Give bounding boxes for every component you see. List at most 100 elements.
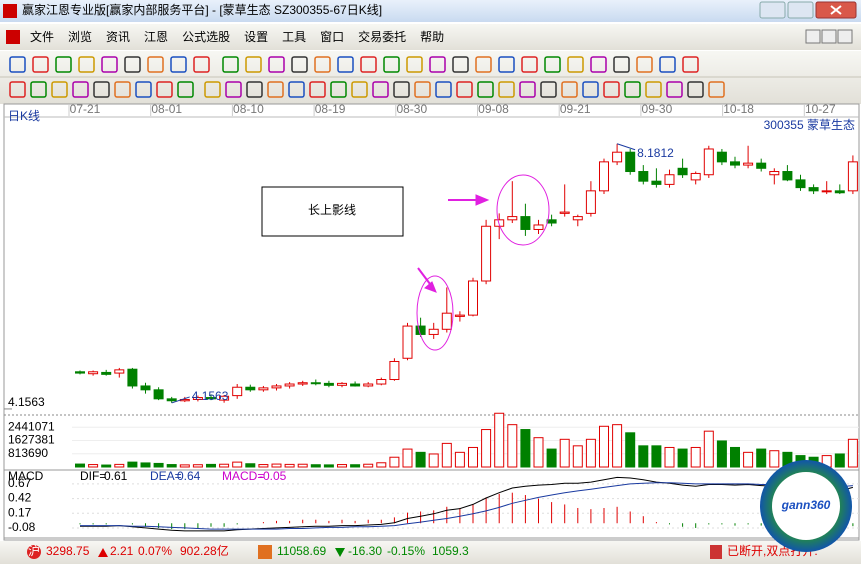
menu-item[interactable]: 设置 (244, 30, 268, 44)
toolbar-button[interactable] (9, 56, 26, 73)
toolbar-button[interactable] (544, 56, 561, 73)
toolbar-button[interactable] (383, 56, 400, 73)
toolbar-button[interactable] (521, 56, 538, 73)
menu-item[interactable]: 帮助 (420, 30, 444, 44)
macd-tick-label: 0.67 (8, 476, 32, 490)
toolbar-button[interactable] (222, 56, 239, 73)
menu-item[interactable]: 窗口 (320, 30, 344, 44)
toolbar-button[interactable] (636, 56, 653, 73)
toolbar-button[interactable] (245, 56, 262, 73)
toolbar-button[interactable] (360, 56, 377, 73)
toolbar-button[interactable] (624, 81, 641, 98)
toolbar-button[interactable] (330, 81, 347, 98)
toolbar-button[interactable] (204, 81, 221, 98)
child-close[interactable] (837, 29, 853, 44)
toolbar-button[interactable] (435, 81, 452, 98)
toolbar-button[interactable] (246, 81, 263, 98)
toolbar-button[interactable] (288, 81, 305, 98)
menu-item[interactable]: 文件 (30, 29, 54, 44)
candle-body (310, 382, 321, 385)
menu-item[interactable]: 工具 (282, 30, 306, 44)
toolbar-button[interactable] (93, 81, 110, 98)
volume-bar (651, 445, 662, 468)
toolbar-button[interactable] (72, 81, 89, 98)
toolbar-button[interactable] (225, 81, 242, 98)
toolbar-button[interactable] (475, 56, 492, 73)
toolbar-button[interactable] (309, 81, 326, 98)
toolbar-button[interactable] (590, 56, 607, 73)
toolbar-button[interactable] (456, 81, 473, 98)
menu-item[interactable]: 公式选股 (182, 30, 230, 44)
toolbar-button[interactable] (498, 56, 515, 73)
toolbar-button[interactable] (78, 56, 95, 73)
volume-bar (140, 462, 151, 468)
toolbar-button[interactable] (498, 81, 515, 98)
candle-body (337, 382, 347, 386)
toolbar-button[interactable] (337, 56, 354, 73)
annotation: 长上影线 (308, 203, 356, 217)
toolbar-button[interactable] (645, 81, 662, 98)
child-minimize[interactable] (805, 29, 821, 44)
candle-body (677, 167, 688, 176)
sz-pct: -0.15% (387, 544, 425, 558)
toolbar-button[interactable] (32, 56, 49, 73)
date-label: 08-01 (151, 102, 182, 116)
toolbar-button[interactable] (477, 81, 494, 98)
toolbar-button[interactable] (452, 56, 469, 73)
toolbar-button[interactable] (540, 81, 557, 98)
toolbar-button[interactable] (135, 81, 152, 98)
toolbar-button[interactable] (55, 56, 72, 73)
child-window-controls[interactable] (805, 29, 853, 44)
maximize-button[interactable] (787, 1, 814, 19)
toolbar-button[interactable] (267, 81, 284, 98)
toolbar-button[interactable] (414, 81, 431, 98)
child-restore[interactable] (821, 29, 837, 44)
toolbar-button[interactable] (659, 56, 676, 73)
candle-body (481, 225, 492, 282)
toolbar-button[interactable] (114, 81, 131, 98)
volume-bar (677, 448, 688, 468)
toolbar-button[interactable] (582, 81, 599, 98)
dif-line (80, 476, 854, 532)
toolbar-button[interactable] (101, 56, 118, 73)
toolbar-button[interactable] (268, 56, 285, 73)
menu-item[interactable]: 资讯 (106, 30, 130, 44)
volume-bar (454, 451, 465, 468)
toolbar-button[interactable] (561, 81, 578, 98)
toolbar-button[interactable] (567, 56, 584, 73)
toolbar-button[interactable] (666, 81, 683, 98)
toolbar-button[interactable] (291, 56, 308, 73)
toolbar-button[interactable] (51, 81, 68, 98)
toolbar-button[interactable] (603, 81, 620, 98)
toolbar-button[interactable] (393, 81, 410, 98)
menu-item[interactable]: 江恩 (144, 30, 168, 44)
toolbar-button[interactable] (613, 56, 630, 73)
toolbar-button[interactable] (429, 56, 446, 73)
toolbar-button[interactable] (156, 81, 173, 98)
toolbar-button[interactable] (124, 56, 141, 73)
toolbar-button[interactable] (519, 81, 536, 98)
menu-item[interactable]: 浏览 (68, 29, 92, 44)
toolbar-button[interactable] (708, 81, 725, 98)
toolbar-button[interactable] (372, 81, 389, 98)
candle-body (441, 312, 452, 330)
candle-body (546, 219, 557, 224)
toolbar-button[interactable] (177, 81, 194, 98)
volume-bar (572, 445, 583, 468)
toolbar-button[interactable] (170, 56, 187, 73)
toolbar-button[interactable] (30, 81, 47, 98)
toolbar-button[interactable] (193, 56, 210, 73)
toolbar-button[interactable] (9, 81, 26, 98)
volume-bar (743, 451, 754, 468)
window-controls[interactable] (759, 1, 857, 19)
date-label: 08-30 (396, 102, 427, 116)
minimize-button[interactable] (759, 1, 786, 19)
candle-body (743, 162, 754, 166)
toolbar-button[interactable] (406, 56, 423, 73)
toolbar-button[interactable] (147, 56, 164, 73)
toolbar-button[interactable] (687, 81, 704, 98)
toolbar-button[interactable] (314, 56, 331, 73)
toolbar-button[interactable] (351, 81, 368, 98)
toolbar-button[interactable] (682, 56, 699, 73)
menu-item[interactable]: 交易委托 (358, 29, 406, 44)
